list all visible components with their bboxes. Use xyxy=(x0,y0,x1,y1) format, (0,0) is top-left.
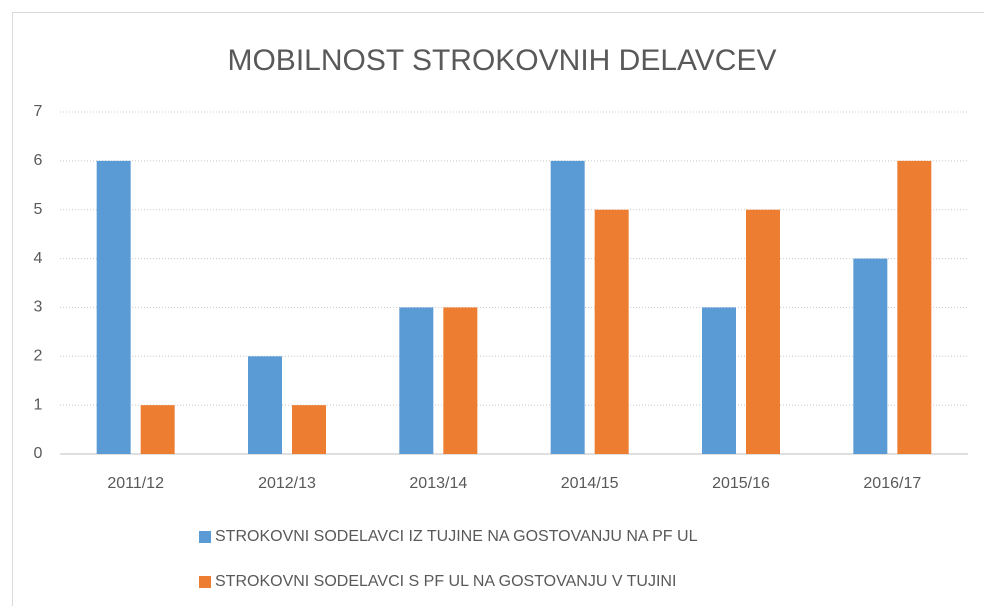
bar xyxy=(702,307,736,454)
y-tick-label: 4 xyxy=(34,250,43,267)
x-tick-label: 2016/17 xyxy=(863,475,921,492)
bar xyxy=(443,307,477,454)
bar xyxy=(248,356,282,454)
bar xyxy=(97,161,131,454)
bar xyxy=(897,161,931,454)
legend-swatch xyxy=(199,576,211,588)
y-tick-label: 3 xyxy=(34,299,43,316)
x-tick-label: 2012/13 xyxy=(258,475,316,492)
y-tick-label: 0 xyxy=(34,445,43,462)
chart-border xyxy=(13,13,984,607)
legend-swatch xyxy=(199,531,211,543)
y-tick-label: 2 xyxy=(34,348,43,365)
x-tick-label: 2015/16 xyxy=(712,475,770,492)
x-tick-label: 2011/12 xyxy=(107,475,164,492)
bar xyxy=(746,210,780,454)
y-tick-label: 7 xyxy=(34,103,43,120)
chart-title: MOBILNOST STROKOVNIH DELAVCEV xyxy=(227,44,776,77)
y-tick-label: 5 xyxy=(34,201,43,218)
x-tick-label: 2013/14 xyxy=(409,475,467,492)
legend-label: STROKOVNI SODELAVCI IZ TUJINE NA GOSTOVA… xyxy=(215,528,698,545)
y-tick-label: 6 xyxy=(34,152,43,169)
bar xyxy=(853,259,887,454)
y-tick-label: 1 xyxy=(34,396,43,413)
bar xyxy=(141,405,175,454)
legend-label: STROKOVNI SODELAVCI S PF UL NA GOSTOVANJ… xyxy=(215,573,676,590)
bar xyxy=(551,161,585,454)
x-tick-label: 2014/15 xyxy=(561,475,619,492)
bar xyxy=(399,307,433,454)
bar xyxy=(292,405,326,454)
bar xyxy=(595,210,629,454)
